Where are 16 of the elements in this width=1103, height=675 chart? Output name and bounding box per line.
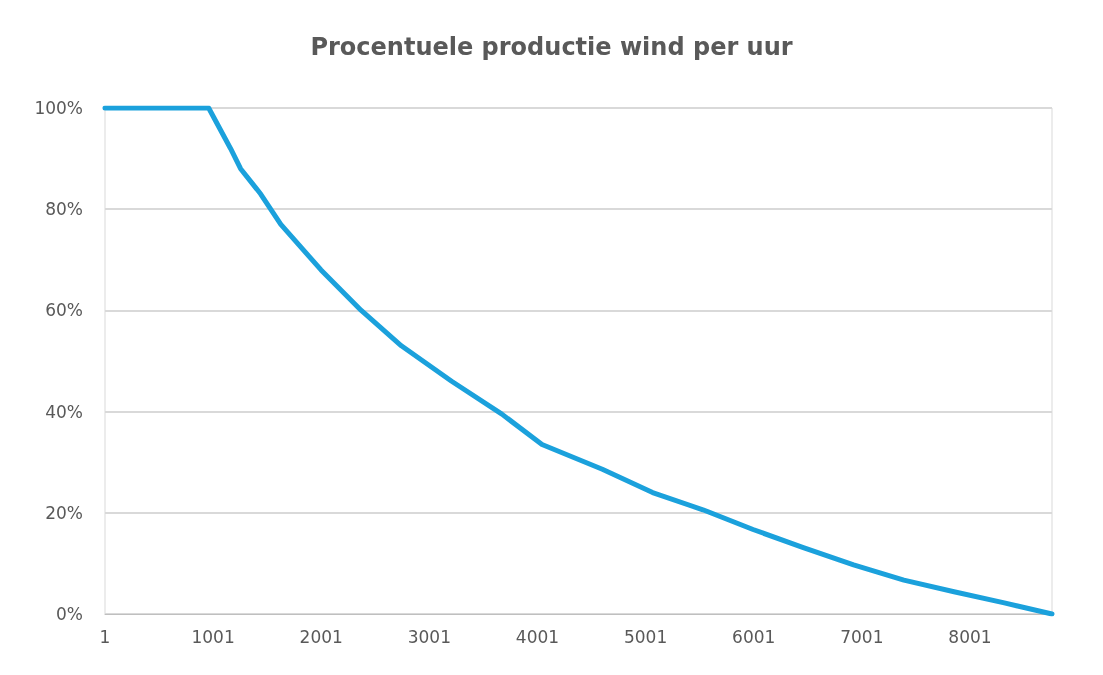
chart-title: Procentuele productie wind per uur <box>310 33 793 61</box>
x-tick-label: 8001 <box>948 626 992 647</box>
x-tick-label: 1001 <box>191 626 235 647</box>
y-tick-label: 80% <box>45 199 83 220</box>
x-tick-label: 1 <box>99 626 111 647</box>
x-tick-label: 6001 <box>732 626 776 647</box>
x-tick-label: 5001 <box>623 626 668 647</box>
y-tick-label: 0% <box>56 604 83 624</box>
x-tick-label: 2001 <box>299 626 343 647</box>
x-tick-label: 4001 <box>515 626 560 647</box>
x-tick-label: 3001 <box>407 626 451 647</box>
y-tick-label: 60% <box>45 300 83 321</box>
y-tick-label: 20% <box>45 502 83 523</box>
y-tick-label: 40% <box>45 401 83 422</box>
y-tick-label: 100% <box>34 98 83 118</box>
x-tick-label: 7001 <box>840 626 884 647</box>
